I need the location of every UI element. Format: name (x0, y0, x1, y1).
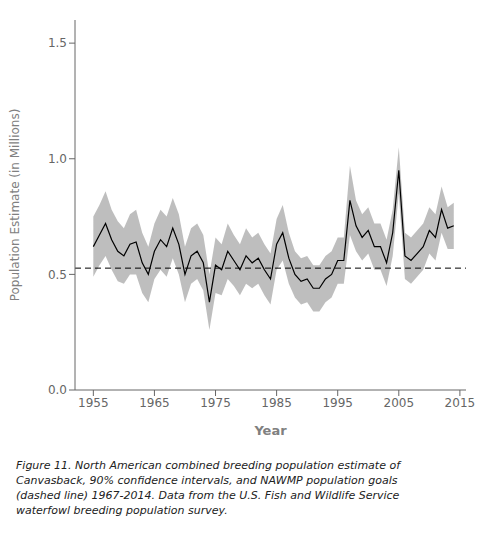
svg-text:0.5: 0.5 (48, 268, 67, 282)
svg-text:2015: 2015 (445, 396, 476, 410)
svg-text:Population Estimate (in Millio: Population Estimate (in Millions) (8, 109, 22, 302)
svg-text:1955: 1955 (78, 396, 109, 410)
html-text:(dashed line) 1967-2014. Data: (dashed line) 1967-2014. Data from the U… (16, 489, 400, 502)
svg-text:1985: 1985 (261, 396, 292, 410)
svg-text:2005: 2005 (384, 396, 415, 410)
svg-text:0.0: 0.0 (48, 383, 67, 397)
svg-text:Year: Year (253, 423, 287, 438)
svg-text:1.5: 1.5 (48, 36, 67, 50)
svg-text:1995: 1995 (322, 396, 353, 410)
svg-text:1965: 1965 (139, 396, 170, 410)
svg-text:1.0: 1.0 (48, 152, 67, 166)
svg-text:1975: 1975 (200, 396, 231, 410)
html-text:Figure 11. North American comb: Figure 11. North American combined breed… (16, 459, 400, 472)
html-text:Canvasback, 90% confidence int: Canvasback, 90% confidence intervals, an… (16, 474, 398, 487)
html-text:waterfowl breeding population: waterfowl breeding population survey. (16, 504, 228, 517)
